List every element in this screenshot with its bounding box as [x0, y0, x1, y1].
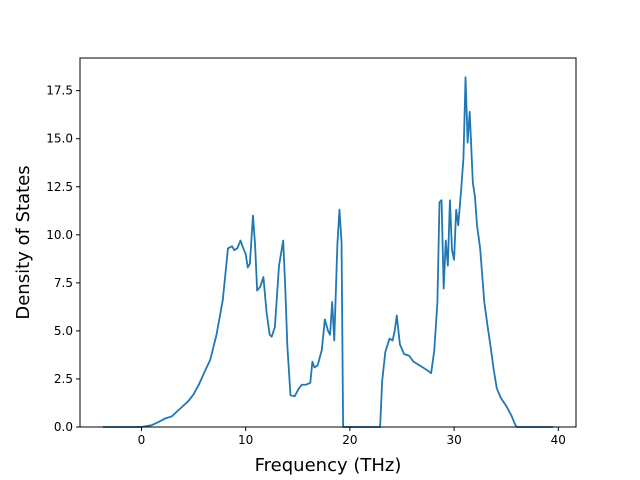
series-line-0 — [102, 76, 554, 428]
x-axis-ticks: 0 10 20 30 40 — [138, 427, 566, 447]
x-tick-label: 30 — [446, 433, 461, 447]
y-axis-label: Density of States — [13, 165, 34, 319]
y-tick-label: 12.5 — [46, 180, 73, 194]
y-tick-label: 17.5 — [46, 84, 73, 98]
plot-area — [102, 76, 554, 428]
x-tick-label: 40 — [551, 433, 566, 447]
axes-frame — [79, 57, 577, 428]
y-tick-label: 10.0 — [46, 228, 73, 242]
y-axis-ticks: 0.0 2.5 5.0 7.5 10.0 12.5 15.0 17.5 — [46, 84, 80, 434]
y-tick-label: 15.0 — [46, 132, 73, 146]
y-tick-label: 0.0 — [54, 420, 73, 434]
y-tick-label: 2.5 — [54, 372, 73, 386]
x-tick-label: 10 — [238, 433, 253, 447]
y-tick-label: 7.5 — [54, 276, 73, 290]
x-tick-label: 0 — [138, 433, 146, 447]
x-axis-label: Frequency (THz) — [255, 455, 402, 476]
y-tick-label: 5.0 — [54, 324, 73, 338]
x-tick-label: 20 — [342, 433, 357, 447]
